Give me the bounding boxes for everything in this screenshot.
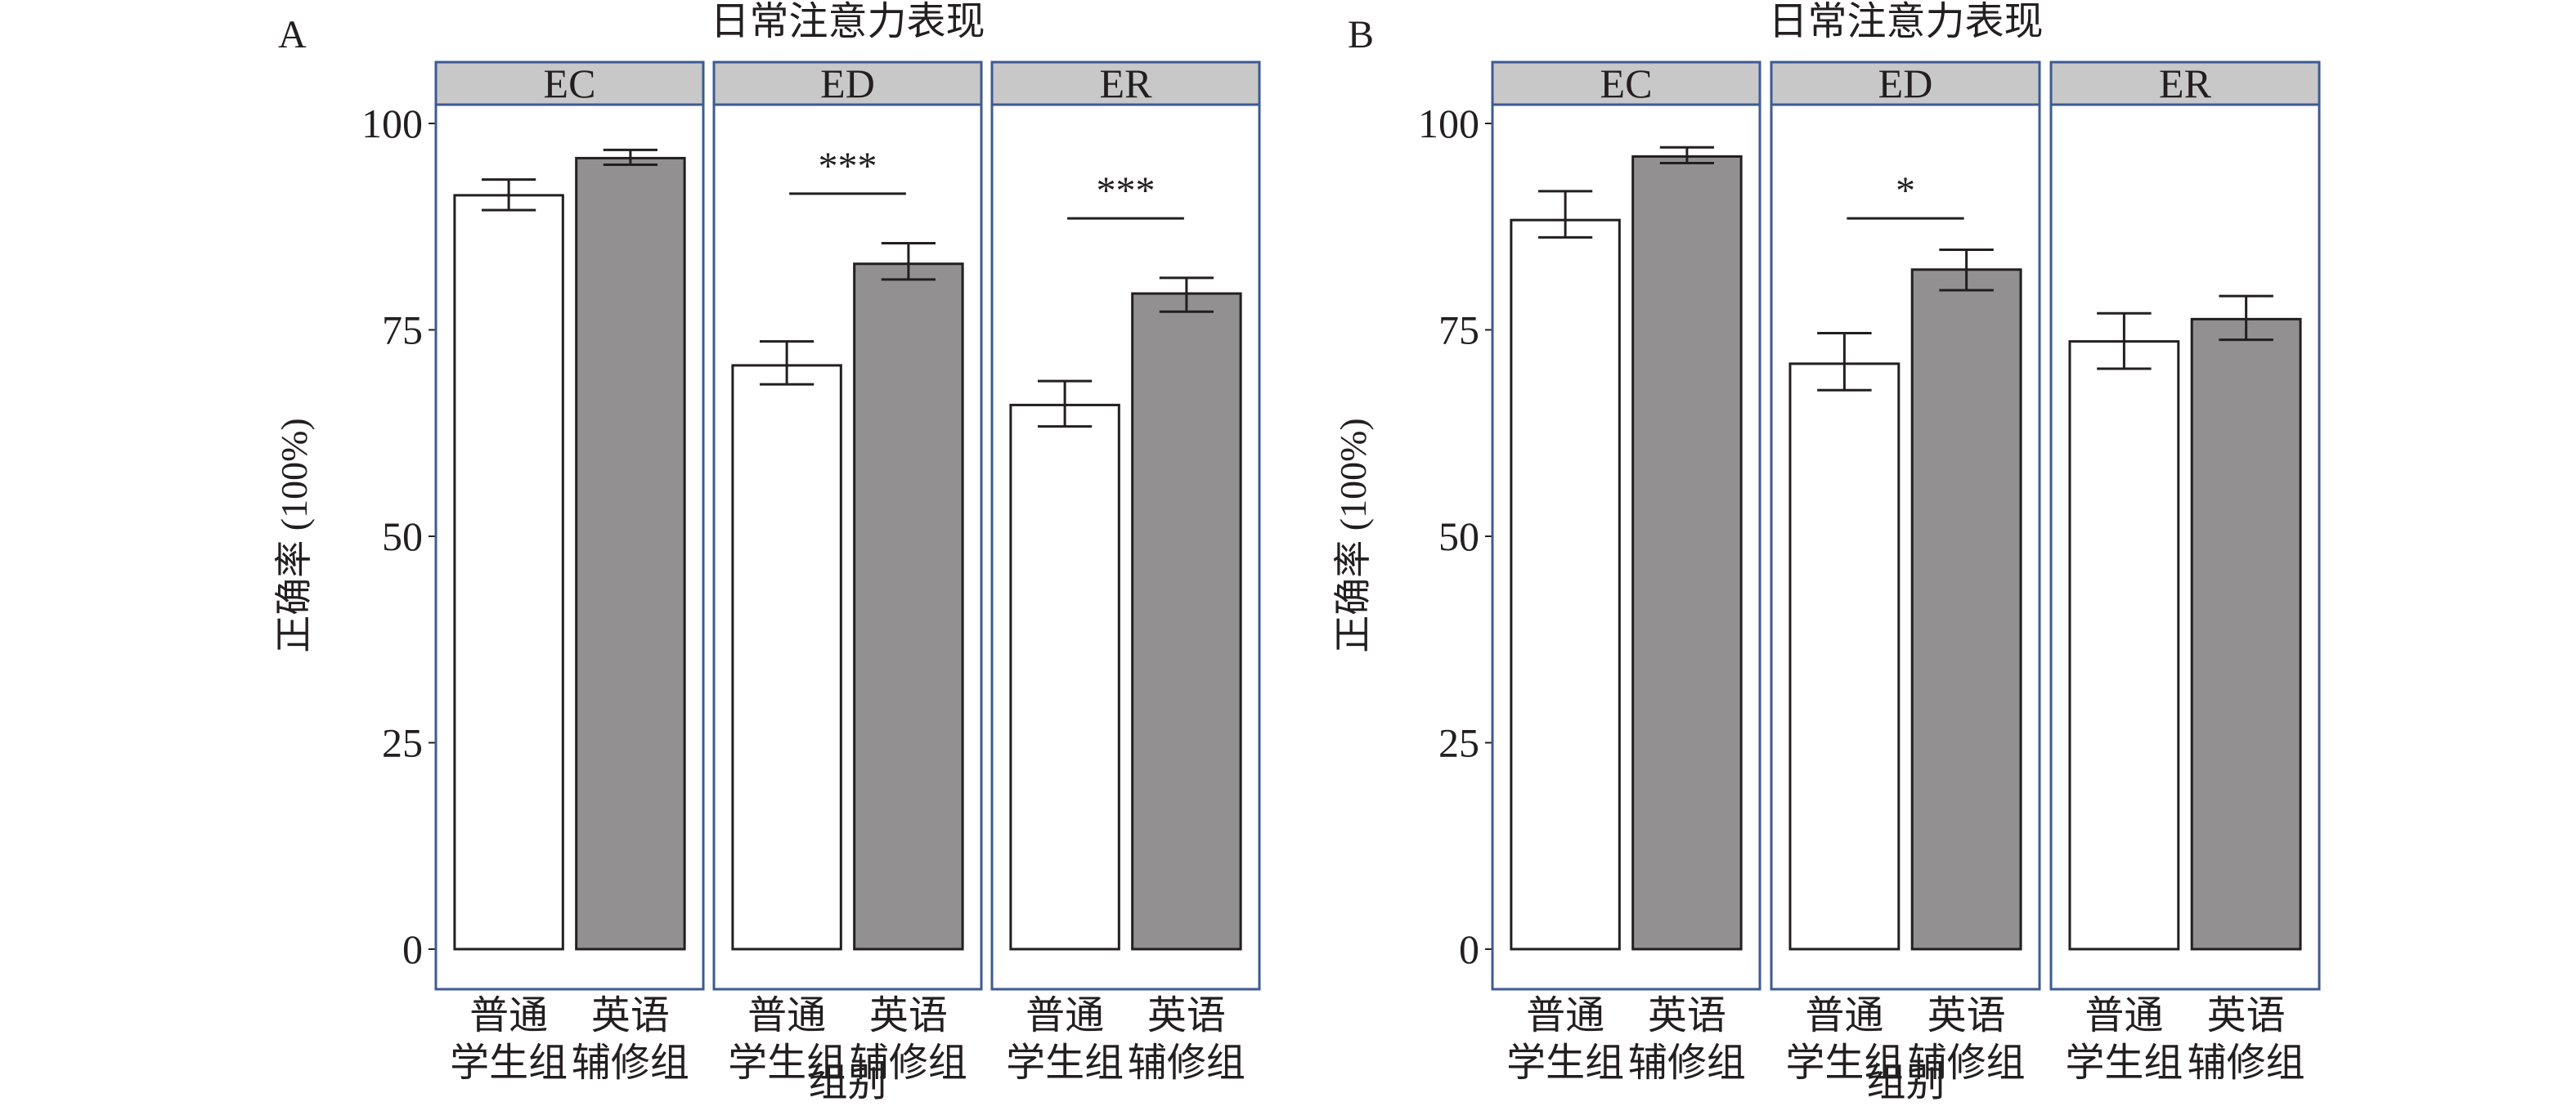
x-axis-label: 组别 <box>1866 1061 1945 1104</box>
bar-ED-group1 <box>731 364 842 951</box>
y-tick-label: 50 <box>382 513 423 559</box>
x-tick-label-line2: 学生组 <box>2065 1042 2183 1085</box>
x-tick-label-line1: 普通 <box>1805 994 1883 1037</box>
facet-strip-label: ER <box>1100 60 1153 106</box>
x-tick-label-line1: 普通 <box>747 994 826 1037</box>
chart-title: 日常注意力表现 <box>1768 0 2043 43</box>
x-tick-label-line2: 学生组 <box>1785 1042 1903 1085</box>
x-tick-label-line2: 辅修组 <box>572 1042 689 1085</box>
bar-EC-group2 <box>575 156 686 951</box>
y-tick-label: 75 <box>382 307 423 353</box>
y-tick-label: 25 <box>382 720 423 766</box>
facet-panel <box>712 103 983 991</box>
significance-marker: *** <box>819 145 877 188</box>
x-tick-label-line2: 学生组 <box>450 1042 568 1085</box>
y-tick-label: 25 <box>1438 720 1479 766</box>
y-tick-label: 0 <box>1459 926 1479 972</box>
x-axis-label: 组别 <box>808 1061 886 1104</box>
facet-strip-label: EC <box>1600 60 1653 106</box>
x-tick-label-line1: 英语 <box>869 994 948 1037</box>
facet-strip <box>712 60 983 106</box>
bar-ED-group2 <box>1910 268 2022 951</box>
facet-panel <box>2049 103 2321 991</box>
y-tick-label: 100 <box>361 101 423 146</box>
x-tick-label-line2: 辅修组 <box>1628 1042 1746 1085</box>
bar-ER-group2 <box>2190 317 2302 951</box>
facet-strip <box>434 60 705 106</box>
x-tick-label-line2: 辅修组 <box>2188 1042 2305 1085</box>
x-tick-label-line1: 普通 <box>1025 994 1104 1037</box>
bar-EC-group2 <box>1631 155 1743 951</box>
x-tick-label-line1: 英语 <box>1928 994 2006 1037</box>
y-tick-label: 50 <box>1438 513 1479 559</box>
panel-label: B <box>1348 13 1374 56</box>
x-tick-label-line1: 英语 <box>2207 994 2286 1037</box>
facet-panel <box>990 103 1261 991</box>
facet-strip-label: ER <box>2159 60 2212 106</box>
bar-ER-group2 <box>1131 292 1242 951</box>
bar-EC-group1 <box>453 194 564 951</box>
x-tick-label-line2: 辅修组 <box>1908 1042 2026 1085</box>
x-tick-label-line1: 普通 <box>1526 994 1604 1037</box>
facet-strip-label: ED <box>1878 60 1933 106</box>
facet-strip <box>1770 60 2041 106</box>
facet-panel <box>1491 103 1761 991</box>
panel-label: A <box>278 13 307 56</box>
y-tick-label: 0 <box>402 926 423 972</box>
bar-ED-group1 <box>1788 362 1901 951</box>
facet-panel <box>1770 103 2041 991</box>
facet-strip-label: ED <box>820 60 875 106</box>
y-axis-label: 正确率 (100%) <box>273 418 315 652</box>
y-tick-label: 75 <box>1438 307 1479 353</box>
x-tick-label-line1: 英语 <box>591 994 670 1037</box>
facet-strip <box>1491 60 1761 106</box>
y-tick-label: 100 <box>1418 101 1479 146</box>
significance-marker: *** <box>1097 169 1156 213</box>
chart-title: 日常注意力表现 <box>710 0 985 43</box>
bar-ER-group1 <box>2068 340 2180 951</box>
x-tick-label-line2: 学生组 <box>1506 1042 1624 1085</box>
significance-marker: * <box>1896 169 1915 213</box>
facet-strip-label: EC <box>544 60 596 106</box>
facet-panel <box>434 103 705 991</box>
x-tick-label-line1: 英语 <box>1648 994 1726 1037</box>
bar-ER-group1 <box>1009 403 1120 951</box>
x-tick-label-line1: 普通 <box>2085 994 2163 1037</box>
x-tick-label-line1: 英语 <box>1147 994 1226 1037</box>
x-tick-label-line2: 学生组 <box>1006 1042 1124 1085</box>
bar-ED-group2 <box>853 262 964 951</box>
x-tick-label-line1: 普通 <box>469 994 548 1037</box>
x-tick-label-line2: 辅修组 <box>850 1042 967 1085</box>
x-tick-label-line2: 辅修组 <box>1128 1042 1245 1085</box>
y-axis-label: 正确率 (100%) <box>1332 418 1374 652</box>
x-tick-label-line2: 学生组 <box>728 1042 846 1085</box>
facet-strip <box>2049 60 2321 106</box>
bar-EC-group1 <box>1510 218 1621 951</box>
